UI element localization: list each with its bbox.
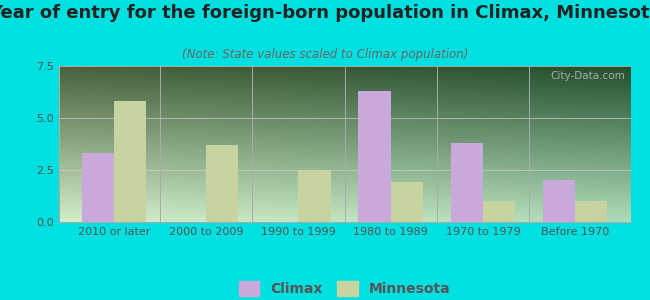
Bar bbox=[575, 201, 608, 222]
Bar bbox=[543, 180, 575, 222]
Text: City-Data.com: City-Data.com bbox=[550, 71, 625, 81]
Bar bbox=[81, 153, 114, 222]
Bar bbox=[358, 91, 391, 222]
Text: (Note: State values scaled to Climax population): (Note: State values scaled to Climax pop… bbox=[182, 48, 468, 61]
Bar bbox=[391, 182, 423, 222]
Bar bbox=[298, 170, 331, 222]
Bar bbox=[206, 145, 239, 222]
Bar bbox=[114, 101, 146, 222]
Legend: Climax, Minnesota: Climax, Minnesota bbox=[239, 281, 450, 296]
Text: Year of entry for the foreign-born population in Climax, Minnesota: Year of entry for the foreign-born popul… bbox=[0, 4, 650, 22]
Bar bbox=[483, 201, 515, 222]
Bar bbox=[450, 143, 483, 222]
